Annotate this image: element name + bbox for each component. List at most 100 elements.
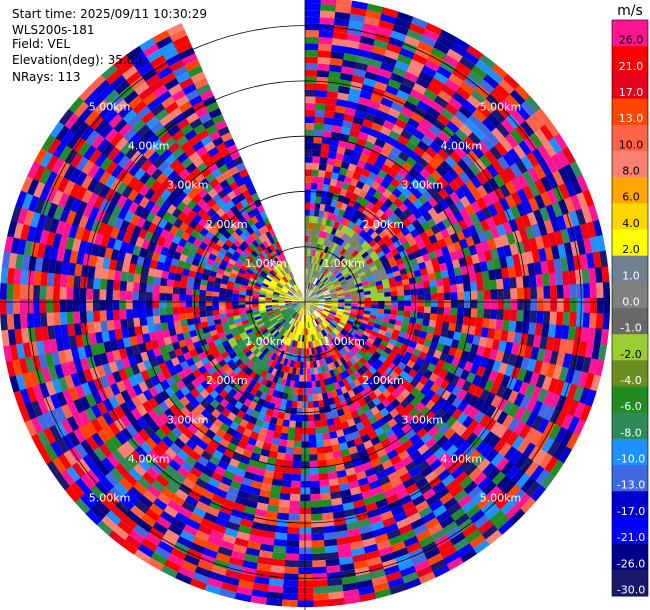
gate-cell [231,330,240,338]
gate-cell [292,347,297,355]
gate-cell [440,389,452,401]
gate-cell [320,0,338,6]
gate-cell [520,155,534,172]
gate-cell [330,51,345,60]
gate-cell [482,347,492,359]
ray [85,302,305,526]
gate-cell [384,291,392,297]
gate-cell [204,444,216,456]
gate-cell [318,30,334,39]
gate-cell [278,304,286,308]
gate-cell [146,283,154,293]
gate-cell [276,324,283,332]
gate-cell [217,481,230,493]
gate-cell [274,525,288,534]
gate-cell [203,182,214,194]
gate-cell [376,333,385,340]
gate-cell [39,183,52,201]
gate-cell [240,381,250,390]
gate-cell [483,299,491,310]
gate-cell [149,191,161,204]
gate-cell [274,288,281,293]
gate-cell [442,217,453,229]
gate-cell [545,204,557,220]
gate-cell [196,413,207,424]
gate-cell [390,541,407,553]
gate-cell [190,407,201,419]
gate-cell [358,248,367,256]
gate-cell [438,199,450,211]
gate-cell [417,505,433,519]
gate-cell [446,330,455,340]
gate-cell [53,311,61,326]
gate-cell [460,428,473,442]
gate-cell [174,410,186,422]
gate-cell [92,288,100,300]
gate-cell [474,158,487,173]
gate-cell [352,345,361,353]
gate-cell [444,155,458,169]
gate-cell [410,178,422,189]
gate-cell [1,250,11,269]
gate-cell [397,295,405,301]
gate-cell [341,120,354,130]
gate-cell [305,296,310,302]
gate-cell [336,469,347,479]
gate-cell [375,358,384,368]
gate-cell [594,266,603,284]
gate-cell [264,463,276,472]
gate-cell [337,238,345,247]
gate-cell [446,243,456,254]
gate-cell [446,404,458,417]
gate-cell [440,228,450,239]
gate-cell [441,84,457,98]
gate-cell [349,357,357,366]
gate-cell [243,470,255,481]
gate-cell [27,161,41,179]
gate-cell [326,84,340,93]
gate-cell [55,390,68,407]
gate-cell [260,284,268,290]
gate-cell [469,281,478,292]
gate-cell [326,240,332,248]
gate-cell [312,249,317,257]
gate-cell [132,462,147,477]
gate-cell [53,204,65,221]
gate-cell [271,329,278,336]
gate-cell [353,378,362,388]
gate-cell [502,221,513,235]
gate-cell [174,163,186,175]
gate-cell [490,248,500,261]
gate-cell [371,144,384,155]
gate-cell [114,500,131,516]
gate-cell [272,294,280,298]
gate-cell [500,330,509,343]
gate-cell [352,559,369,570]
gate-cell [336,310,344,314]
gate-cell [369,569,386,580]
gate-cell [470,200,482,214]
gate-cell [353,505,368,515]
gate-cell [525,96,542,113]
gate-cell [185,300,193,307]
gate-cell [309,314,313,321]
gate-cell [61,128,76,146]
gate-cell [236,235,245,245]
gate-cell [410,553,428,566]
gate-cell [371,254,380,262]
gate-cell [39,150,54,168]
gate-cell [307,387,313,395]
gate-cell [208,423,220,434]
gate-cell [286,331,291,339]
gate-cell [305,302,309,308]
gate-cell [551,170,565,187]
gate-cell [496,411,509,426]
gate-cell [401,571,419,584]
gate-cell [424,437,437,450]
gate-cell [542,140,557,158]
gate-cell [299,297,305,302]
gate-cell [315,309,322,314]
gate-cell [356,48,373,59]
gate-cell [172,313,181,322]
gate-cell [477,251,487,264]
